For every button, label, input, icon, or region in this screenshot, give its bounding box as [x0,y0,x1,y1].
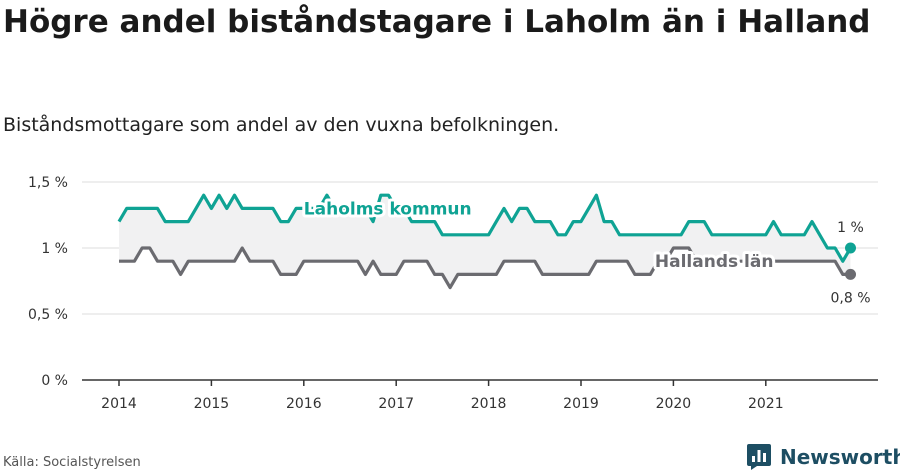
y-tick-label: 0 % [41,373,68,389]
brand-logo[interactable]: Newsworthy [746,442,900,472]
x-tick-label: 2021 [748,396,784,412]
source-note: Källa: Socialstyrelsen [3,455,141,470]
axes: 0 % 0,5 % 1 % 1,5 % 2014 2015 2016 2017 2018 2019… [28,175,878,412]
series-end-label: 0,8 % [830,290,870,306]
x-tick-label: 2017 [378,396,414,412]
chart-title: Högre andel biståndstagare i Laholm än i… [3,4,871,40]
series-end-marker [845,268,856,280]
chart-subtitle: Biståndsmottagare som andel av den vuxna… [3,114,560,136]
x-tick-label: 2018 [471,396,507,412]
gap-band [119,195,851,288]
x-tick-label: 2014 [101,396,137,412]
x-tick-label: 2016 [286,396,322,412]
area-between-series [119,195,851,288]
y-tick-label: 1,5 % [28,175,68,191]
series-name-halo: Laholms kommun [304,199,472,219]
y-tick-label: 1 % [41,241,68,257]
series-lines [117,193,856,290]
x-tick-label: 2019 [563,396,599,412]
x-tick-label: 2015 [194,396,230,412]
series-end-label: 1 % [837,220,864,236]
series-name-label: Laholms kommun [304,199,472,219]
y-tick-label: 0,5 % [28,307,68,323]
series-name-label: Hallands län [655,252,774,272]
bar-chart-logo-icon [747,444,771,470]
series-name-halo: Hallands län [655,252,774,272]
brand-name: Newsworthy [780,445,900,469]
series-end-marker [845,242,856,254]
series-line [119,246,851,290]
series-line [117,193,852,263]
x-tick-label: 2020 [656,396,692,412]
